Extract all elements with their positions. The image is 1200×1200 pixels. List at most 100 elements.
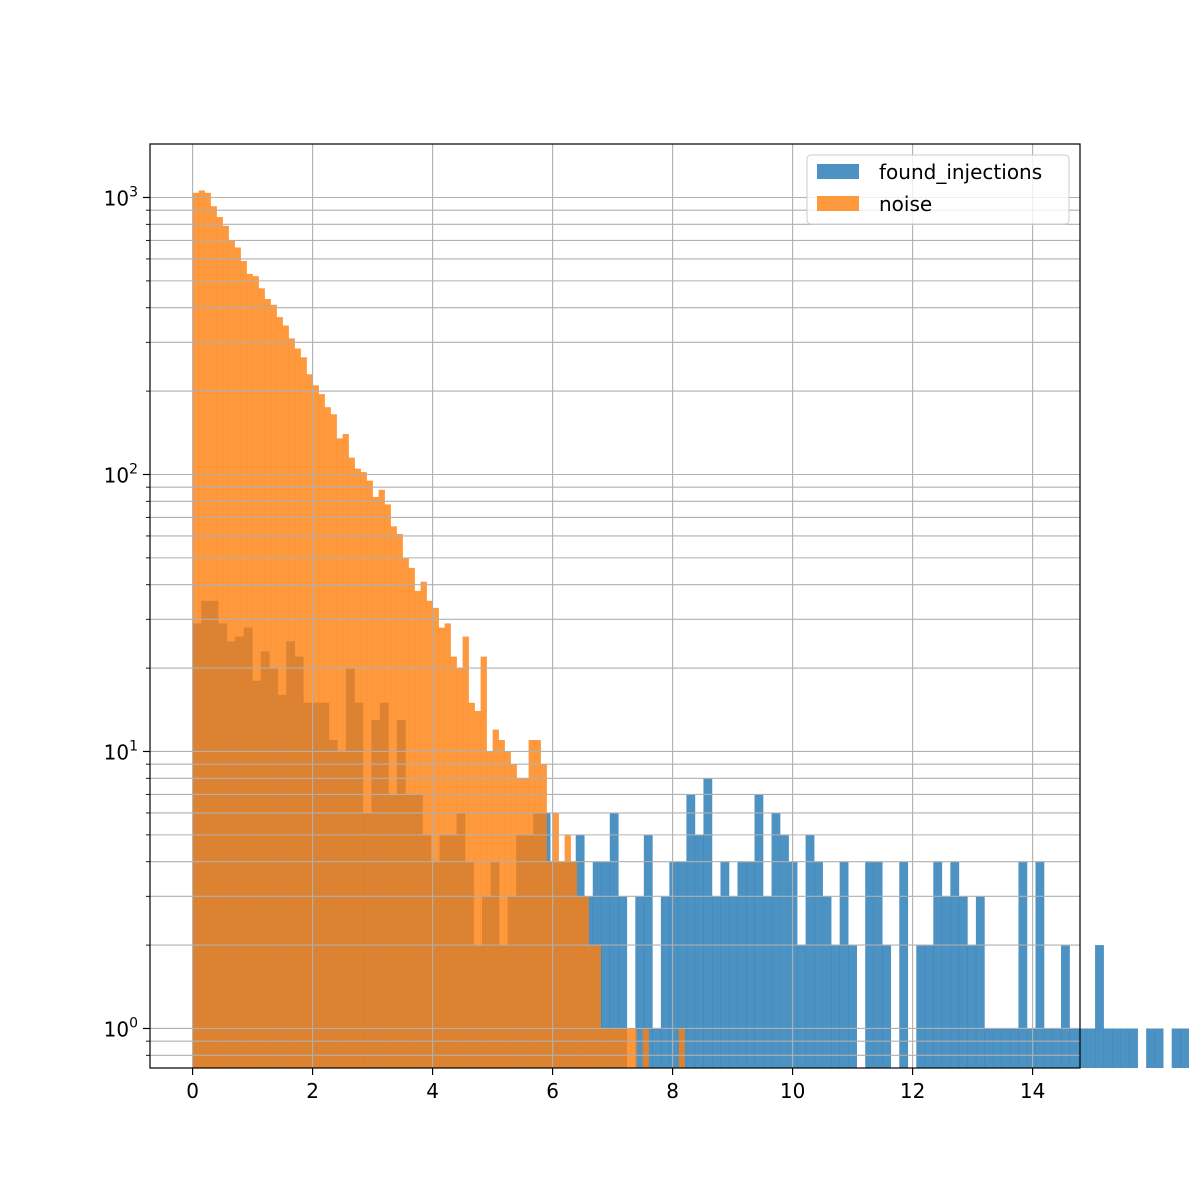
bar-noise-57 bbox=[534, 740, 541, 1068]
bar-noise-49 bbox=[486, 751, 493, 1068]
bar-found-injections-80 bbox=[873, 861, 883, 1068]
bar-noise-10 bbox=[252, 276, 259, 1068]
bar-noise-38 bbox=[420, 581, 427, 1068]
y-tick-label: 100 bbox=[104, 1015, 138, 1041]
bar-noise-63 bbox=[570, 861, 577, 1068]
bar-found-injections-105 bbox=[1086, 1028, 1096, 1068]
bar-found-injections-63 bbox=[728, 896, 738, 1068]
bar-found-injections-53 bbox=[643, 834, 653, 1068]
bar-noise-5 bbox=[222, 225, 229, 1069]
bar-noise-58 bbox=[540, 764, 547, 1068]
bar-found-injections-107 bbox=[1103, 1028, 1113, 1068]
bar-noise-75 bbox=[642, 1028, 649, 1068]
bar-found-injections-115 bbox=[1171, 1028, 1181, 1068]
bar-noise-12 bbox=[264, 299, 271, 1068]
bar-noise-64 bbox=[576, 896, 583, 1068]
x-tick-label: 12 bbox=[900, 1079, 925, 1103]
bar-found-injections-97 bbox=[1018, 861, 1028, 1068]
bar-noise-11 bbox=[258, 288, 265, 1068]
bar-noise-36 bbox=[408, 567, 415, 1068]
bar-noise-4 bbox=[216, 217, 223, 1069]
bar-noise-45 bbox=[462, 636, 469, 1068]
bar-found-injections-55 bbox=[660, 896, 670, 1068]
bar-found-injections-54 bbox=[652, 1028, 662, 1068]
bar-noise-54 bbox=[516, 778, 523, 1068]
bar-found-injections-59 bbox=[694, 834, 704, 1068]
bar-noise-55 bbox=[522, 778, 529, 1068]
bar-noise-15 bbox=[282, 325, 289, 1068]
bar-found-injections-71 bbox=[797, 945, 806, 1068]
bar-found-injections-116 bbox=[1180, 1028, 1190, 1068]
bar-noise-60 bbox=[552, 812, 559, 1068]
bar-noise-56 bbox=[528, 740, 535, 1068]
bar-noise-34 bbox=[396, 533, 403, 1068]
bar-found-injections-81 bbox=[882, 945, 892, 1068]
x-tick-label: 4 bbox=[426, 1079, 439, 1103]
x-tick-label: 0 bbox=[186, 1079, 199, 1103]
x-tick-label: 8 bbox=[666, 1079, 679, 1103]
bar-found-injections-58 bbox=[686, 794, 696, 1068]
bar-noise-68 bbox=[600, 1028, 607, 1068]
bar-noise-52 bbox=[504, 751, 511, 1068]
bar-found-injections-104 bbox=[1078, 1028, 1087, 1068]
bar-found-injections-52 bbox=[635, 896, 645, 1068]
bar-noise-7 bbox=[234, 247, 241, 1069]
bar-found-injections-73 bbox=[814, 861, 823, 1068]
bar-noise-6 bbox=[228, 240, 235, 1068]
bar-noise-9 bbox=[246, 273, 253, 1068]
bar-found-injections-87 bbox=[933, 861, 943, 1068]
x-tick-label: 14 bbox=[1020, 1079, 1045, 1103]
bar-found-injections-88 bbox=[941, 896, 951, 1068]
legend-label-noise: noise bbox=[879, 192, 932, 216]
bar-noise-41 bbox=[438, 627, 445, 1068]
bar-noise-70 bbox=[612, 1028, 619, 1068]
bar-noise-24 bbox=[336, 438, 343, 1068]
bar-found-injections-113 bbox=[1154, 1028, 1164, 1068]
bar-noise-8 bbox=[240, 260, 247, 1069]
bar-found-injections-62 bbox=[720, 861, 730, 1068]
y-tick-label: 101 bbox=[104, 738, 138, 764]
bar-noise-59 bbox=[546, 861, 553, 1068]
bar-noise-3 bbox=[210, 206, 217, 1069]
bar-found-injections-67 bbox=[763, 896, 772, 1068]
bar-noise-16 bbox=[288, 338, 295, 1068]
bar-found-injections-50 bbox=[618, 896, 628, 1068]
bar-noise-32 bbox=[384, 504, 391, 1068]
bar-found-injections-74 bbox=[822, 896, 832, 1068]
bar-noise-27 bbox=[354, 468, 361, 1068]
bar-noise-29 bbox=[366, 480, 373, 1068]
bar-noise-62 bbox=[564, 834, 571, 1068]
bar-noise-31 bbox=[378, 489, 385, 1068]
bar-noise-43 bbox=[450, 656, 457, 1068]
bar-noise-65 bbox=[582, 896, 589, 1068]
noise-bars bbox=[192, 190, 685, 1069]
bar-found-injections-72 bbox=[805, 834, 815, 1068]
bar-noise-48 bbox=[480, 656, 487, 1068]
bar-found-injections-64 bbox=[737, 861, 747, 1068]
bar-found-injections-95 bbox=[1001, 1028, 1011, 1068]
bar-noise-0 bbox=[192, 192, 199, 1068]
bar-found-injections-69 bbox=[780, 834, 789, 1068]
bar-noise-53 bbox=[510, 764, 517, 1068]
bar-noise-73 bbox=[630, 1028, 637, 1068]
bar-found-injections-91 bbox=[967, 945, 977, 1068]
bar-noise-40 bbox=[432, 607, 439, 1068]
bar-found-injections-60 bbox=[703, 778, 713, 1068]
bar-noise-46 bbox=[468, 702, 475, 1068]
bar-found-injections-92 bbox=[975, 896, 985, 1068]
x-tick-label: 6 bbox=[546, 1079, 559, 1103]
legend: found_injections noise bbox=[806, 154, 1070, 225]
bar-noise-51 bbox=[498, 740, 505, 1068]
x-tick-label: 10 bbox=[780, 1079, 805, 1103]
bar-noise-71 bbox=[618, 1028, 625, 1068]
bar-found-injections-94 bbox=[992, 1028, 1002, 1068]
bar-found-injections-100 bbox=[1044, 1028, 1053, 1068]
bar-noise-50 bbox=[492, 729, 499, 1068]
bar-noise-18 bbox=[300, 357, 307, 1068]
bar-found-injections-76 bbox=[839, 861, 849, 1068]
bar-noise-67 bbox=[594, 945, 601, 1068]
bar-noise-44 bbox=[456, 668, 463, 1068]
bar-found-injections-49 bbox=[609, 812, 619, 1068]
bar-noise-2 bbox=[204, 192, 211, 1068]
